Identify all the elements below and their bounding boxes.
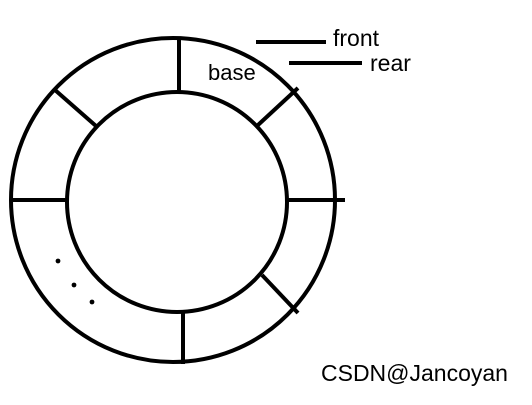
ellipsis-dot xyxy=(71,282,77,288)
watermark-text: CSDN@Jancoyan xyxy=(321,360,508,386)
rear-label: rear xyxy=(370,50,411,76)
inner-ring xyxy=(65,90,289,314)
slot-divider-lower-right xyxy=(260,273,300,315)
front-label: front xyxy=(333,25,380,51)
ellipsis-dot xyxy=(55,258,61,264)
slot-divider-upper-right xyxy=(256,86,300,127)
slot-divider-upper-left xyxy=(53,88,98,128)
base-label: base xyxy=(208,60,256,85)
ellipsis-dot xyxy=(89,299,95,305)
